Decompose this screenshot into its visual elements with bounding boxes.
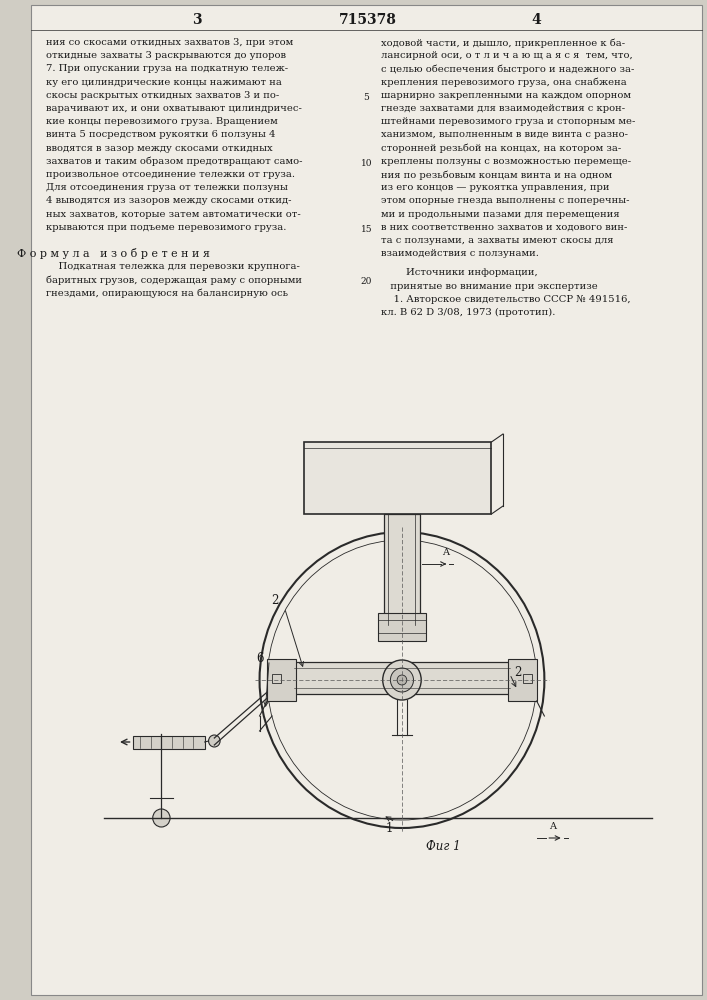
Bar bbox=[523, 674, 532, 683]
Text: 1: 1 bbox=[386, 822, 393, 834]
Text: ных захватов, которые затем автоматически от-: ных захватов, которые затем автоматическ… bbox=[46, 210, 300, 219]
Bar bbox=[132, 736, 205, 749]
Text: откидные захваты 3 раскрываются до упоров: откидные захваты 3 раскрываются до упоро… bbox=[46, 51, 286, 60]
Text: 2: 2 bbox=[514, 666, 521, 678]
Text: принятые во внимание при экспертизе: принятые во внимание при экспертизе bbox=[381, 282, 597, 291]
Text: варачивают их, и они охватывают цилиндричес-: варачивают их, и они охватывают цилиндри… bbox=[46, 104, 302, 113]
Text: 4: 4 bbox=[532, 13, 542, 27]
Text: ку его цилиндрические концы нажимают на: ку его цилиндрические концы нажимают на bbox=[46, 78, 282, 87]
Text: винта 5 посредством рукоятки 6 ползуны 4: винта 5 посредством рукоятки 6 ползуны 4 bbox=[46, 130, 276, 139]
Text: 2: 2 bbox=[271, 593, 279, 606]
Circle shape bbox=[390, 668, 414, 692]
Text: произвольное отсоединение тележки от груза.: произвольное отсоединение тележки от гру… bbox=[46, 170, 295, 179]
Text: Фиг 1: Фиг 1 bbox=[426, 840, 461, 853]
Text: Источники информации,: Источники информации, bbox=[381, 268, 537, 277]
Text: Подкатная тележка для перевозки крупнога-: Подкатная тележка для перевозки крупнога… bbox=[46, 262, 300, 271]
Text: 3: 3 bbox=[192, 13, 201, 27]
Text: штейнами перевозимого груза и стопорным ме-: штейнами перевозимого груза и стопорным … bbox=[381, 117, 635, 126]
Text: 715378: 715378 bbox=[339, 13, 396, 27]
Text: вводятся в зазор между скосами откидных: вводятся в зазор между скосами откидных bbox=[46, 144, 273, 153]
Text: кл. В 62 D 3/08, 1973 (прототип).: кл. В 62 D 3/08, 1973 (прототип). bbox=[381, 308, 555, 317]
Text: Ф о р м у л а   и з о б р е т е н и я: Ф о р м у л а и з о б р е т е н и я bbox=[17, 248, 210, 259]
Text: та с ползунами, а захваты имеют скосы для: та с ползунами, а захваты имеют скосы дл… bbox=[381, 236, 613, 245]
Text: 5: 5 bbox=[363, 93, 369, 102]
Text: ханизмом, выполненным в виде винта с разно-: ханизмом, выполненным в виде винта с раз… bbox=[381, 130, 628, 139]
Bar bbox=[267, 659, 296, 701]
Text: Для отсоединения груза от тележки ползуны: Для отсоединения груза от тележки ползун… bbox=[46, 183, 288, 192]
Text: гнездами, опирающуюся на балансирную ось: гнездами, опирающуюся на балансирную ось bbox=[46, 288, 288, 298]
Circle shape bbox=[397, 675, 407, 685]
Text: 6: 6 bbox=[256, 652, 263, 664]
Bar bbox=[378, 613, 426, 641]
Bar bbox=[294, 662, 510, 694]
Text: баритных грузов, содержащая раму с опорными: баритных грузов, содержащая раму с опорн… bbox=[46, 275, 302, 285]
Text: A: A bbox=[442, 548, 449, 557]
Text: сторонней резьбой на концах, на котором за-: сторонней резьбой на концах, на котором … bbox=[381, 144, 621, 153]
Circle shape bbox=[382, 660, 421, 700]
Text: крываются при подъеме перевозимого груза.: крываются при подъеме перевозимого груза… bbox=[46, 223, 286, 232]
Text: 10: 10 bbox=[361, 159, 372, 168]
Text: ния со скосами откидных захватов 3, при этом: ния со скосами откидных захватов 3, при … bbox=[46, 38, 293, 47]
Bar bbox=[508, 659, 537, 701]
Text: лансирной оси, о т л и ч а ю щ а я с я  тем, что,: лансирной оси, о т л и ч а ю щ а я с я т… bbox=[381, 51, 633, 60]
FancyBboxPatch shape bbox=[32, 5, 702, 995]
Bar bbox=[384, 514, 420, 625]
Text: 4 выводятся из зазоров между скосами откид-: 4 выводятся из зазоров между скосами отк… bbox=[46, 196, 291, 205]
Text: этом опорные гнезда выполнены с поперечны-: этом опорные гнезда выполнены с поперечн… bbox=[381, 196, 629, 205]
Text: кие концы перевозимого груза. Вращением: кие концы перевозимого груза. Вращением bbox=[46, 117, 278, 126]
Text: 7. При опускании груза на подкатную тележ-: 7. При опускании груза на подкатную теле… bbox=[46, 64, 288, 73]
Circle shape bbox=[153, 809, 170, 827]
Text: захватов и таким образом предотвращают само-: захватов и таким образом предотвращают с… bbox=[46, 157, 303, 166]
Text: ния по резьбовым концам винта и на одном: ния по резьбовым концам винта и на одном bbox=[381, 170, 612, 180]
Text: крепления перевозимого груза, она снабжена: крепления перевозимого груза, она снабже… bbox=[381, 78, 626, 87]
Text: A: A bbox=[549, 822, 556, 831]
Text: в них соответственно захватов и ходового вин-: в них соответственно захватов и ходового… bbox=[381, 223, 627, 232]
Text: ми и продольными пазами для перемещения: ми и продольными пазами для перемещения bbox=[381, 210, 619, 219]
Bar bbox=[304, 442, 491, 514]
Text: ходовой части, и дышло, прикрепленное к ба-: ходовой части, и дышло, прикрепленное к … bbox=[381, 38, 625, 47]
Text: креплены ползуны с возможностью перемеще-: креплены ползуны с возможностью перемеще… bbox=[381, 157, 631, 166]
Text: скосы раскрытых откидных захватов 3 и по-: скосы раскрытых откидных захватов 3 и по… bbox=[46, 91, 279, 100]
Text: шарнирно закрепленными на каждом опорном: шарнирно закрепленными на каждом опорном bbox=[381, 91, 631, 100]
Text: 20: 20 bbox=[361, 277, 372, 286]
Text: из его концов — рукоятка управления, при: из его концов — рукоятка управления, при bbox=[381, 183, 609, 192]
Text: с целью обеспечения быстрого и надежного за-: с целью обеспечения быстрого и надежного… bbox=[381, 64, 634, 74]
Circle shape bbox=[209, 735, 220, 747]
Text: 15: 15 bbox=[361, 225, 372, 234]
Text: взаимодействия с ползунами.: взаимодействия с ползунами. bbox=[381, 249, 539, 258]
Bar bbox=[272, 674, 281, 683]
Text: гнезде захватами для взаимодействия с крон-: гнезде захватами для взаимодействия с кр… bbox=[381, 104, 625, 113]
Text: 1. Авторское свидетельство СССР № 491516,: 1. Авторское свидетельство СССР № 491516… bbox=[381, 295, 631, 304]
